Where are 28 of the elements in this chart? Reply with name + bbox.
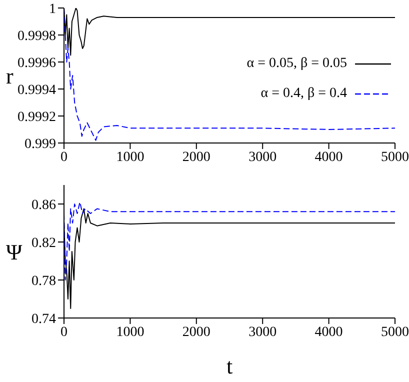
x-tick-label: 1000 [116, 150, 144, 165]
y-tick-label: 0.999 [24, 136, 56, 152]
x-tick-label: 2000 [182, 150, 210, 165]
x-tick-label: 3000 [248, 150, 277, 165]
y-tick-label: 1 [49, 2, 56, 17]
legend-label: α = 0.4, β = 0.4 [260, 86, 347, 102]
x-tick-label: 4000 [314, 324, 343, 340]
y-axis-title: r [6, 63, 14, 88]
x-tick-label: 1000 [116, 324, 144, 340]
y-tick-label: 0.9994 [18, 82, 56, 98]
y-tick-label: 0.78 [32, 274, 56, 289]
y-tick-label: 0.9996 [18, 56, 56, 71]
y-tick-label: 0.82 [32, 236, 56, 251]
y-tick-label: 0.74 [32, 312, 56, 327]
y-tick-label: 0.9992 [18, 110, 56, 125]
x-tick-label: 5000 [381, 150, 409, 165]
x-axis-title: t [226, 354, 233, 379]
x-tick-label: 2000 [182, 324, 210, 340]
y-tick-label: 0.86 [32, 198, 56, 213]
x-tick-label: 0 [60, 324, 68, 340]
x-tick-label: 5000 [381, 324, 409, 340]
line-series [64, 202, 395, 280]
x-tick-label: 0 [60, 150, 68, 165]
x-tick-label: 3000 [248, 324, 277, 340]
x-tick-label: 4000 [314, 150, 343, 165]
y-tick-label: 0.9998 [18, 28, 56, 44]
y-axis-title: Ψ [6, 239, 23, 264]
legend-label: α = 0.05, β = 0.05 [246, 56, 347, 72]
